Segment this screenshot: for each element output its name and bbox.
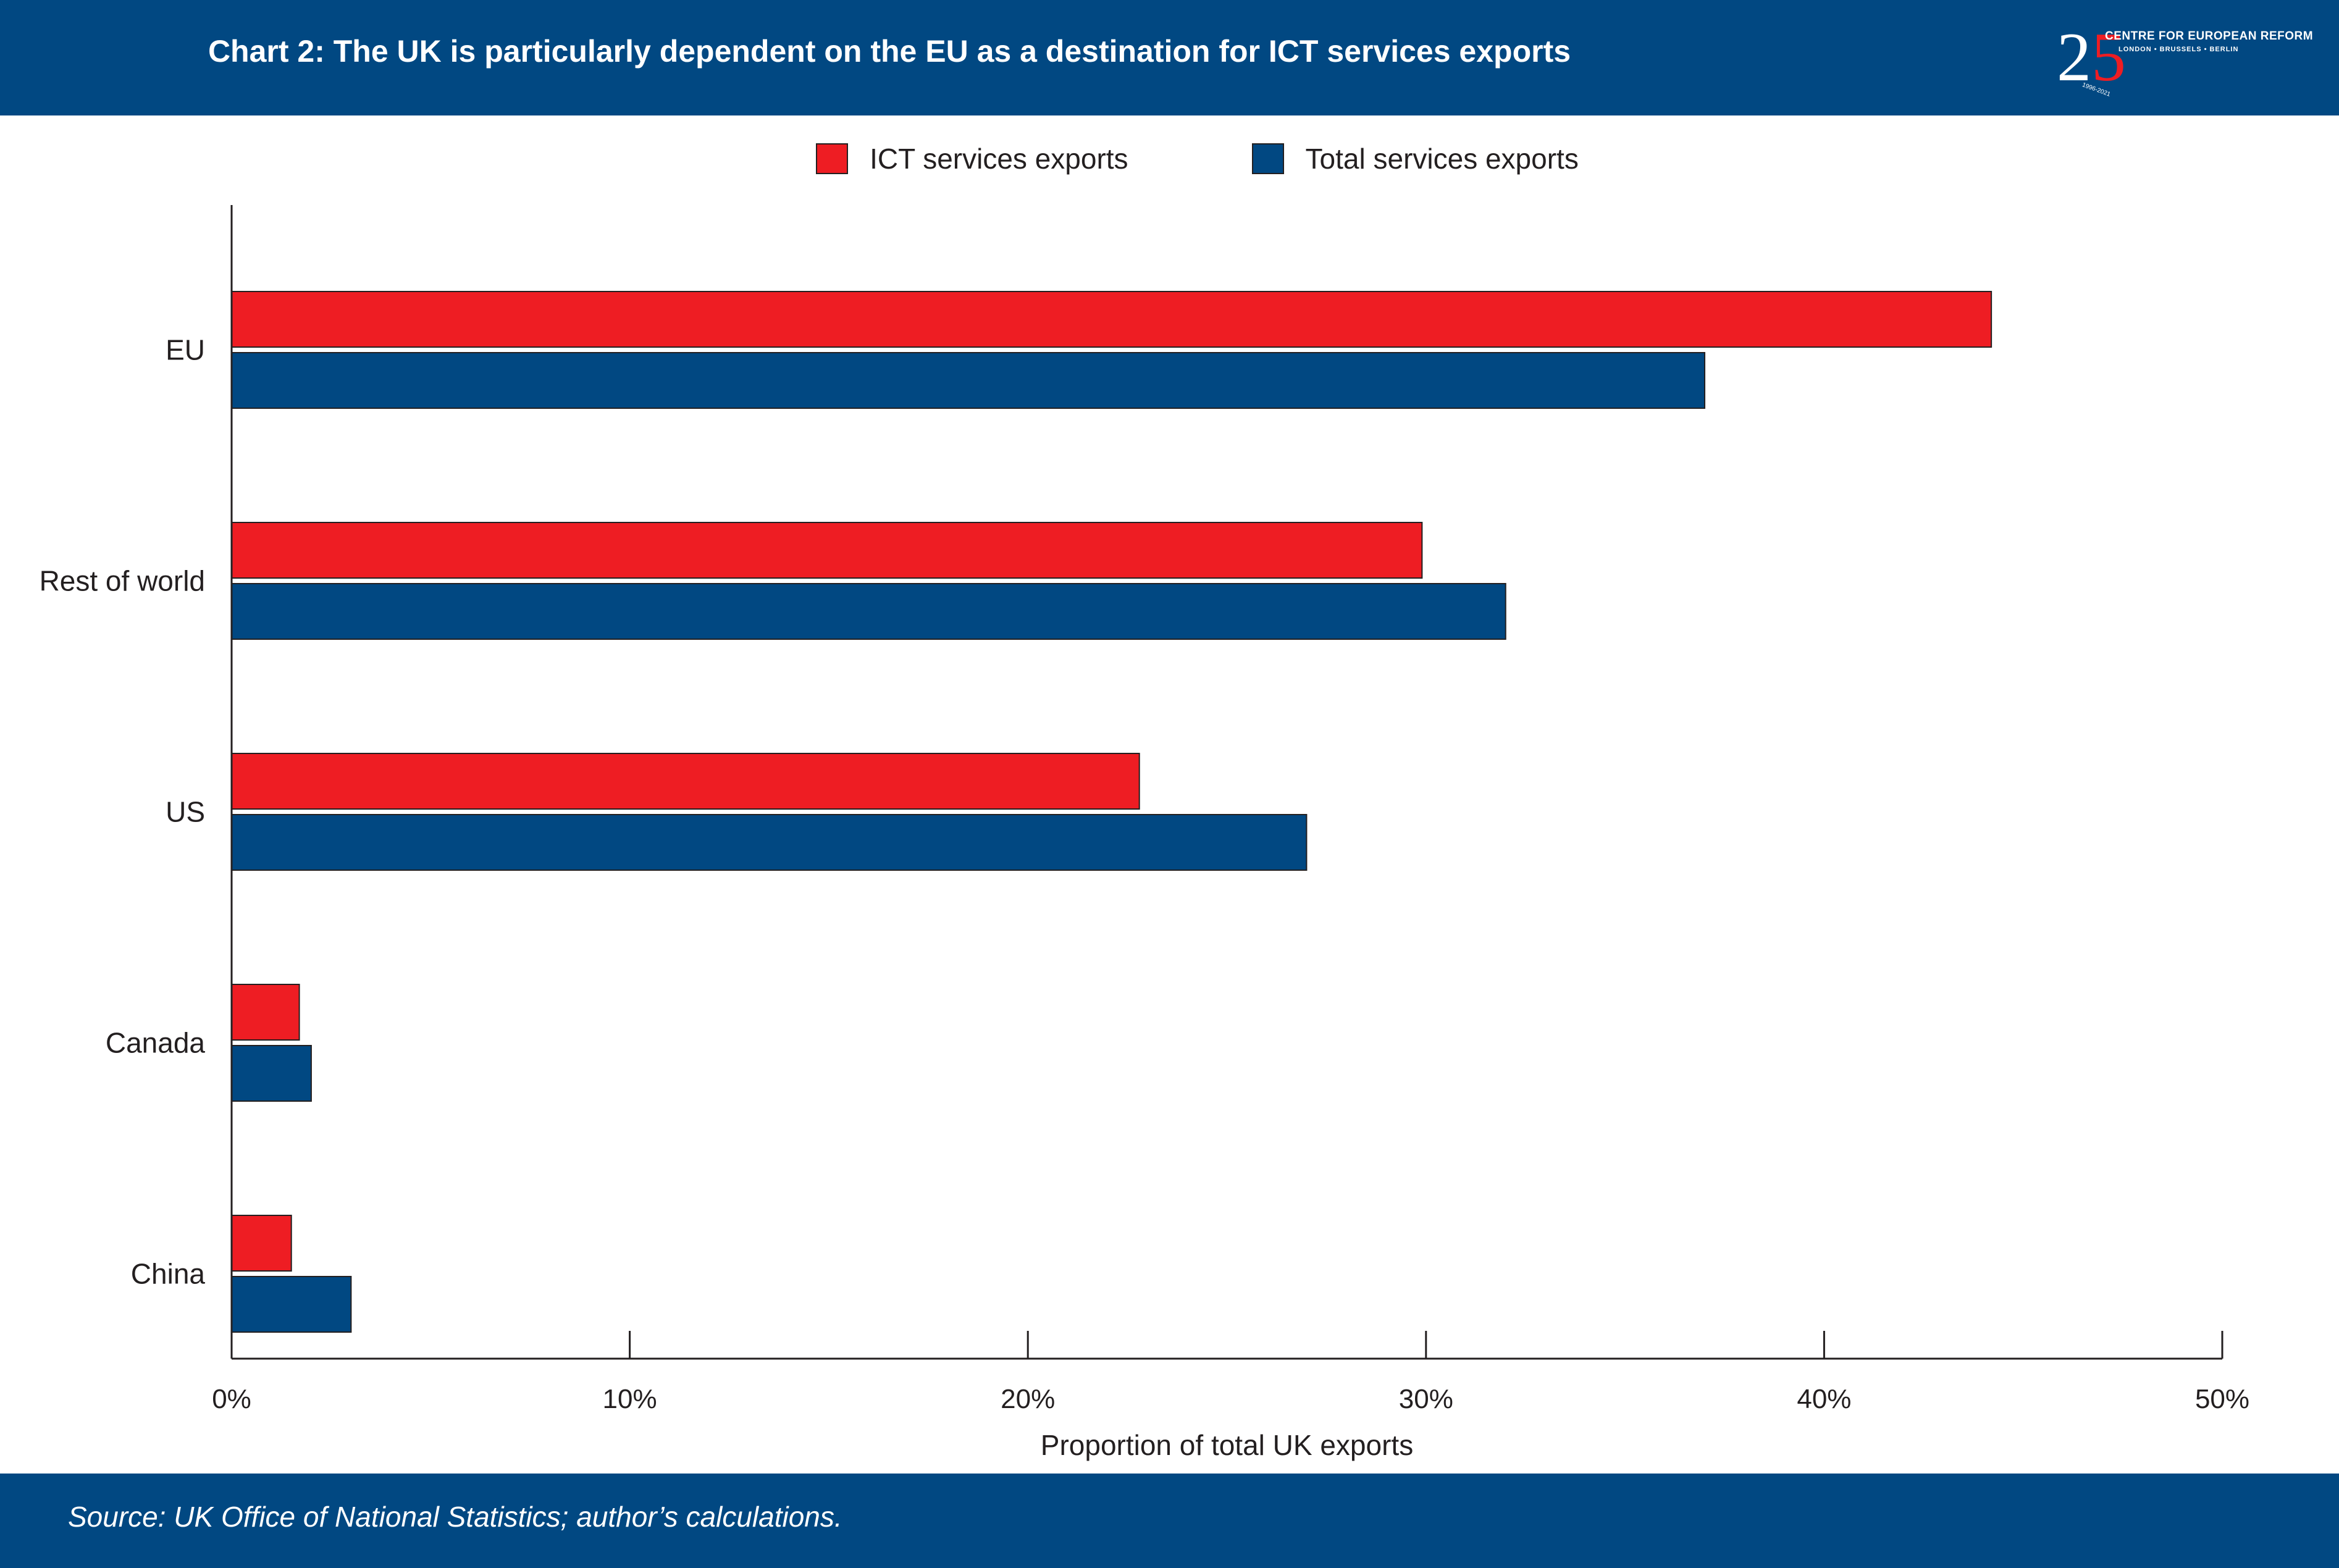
category-label-china: China [131,1258,206,1290]
bar-ict-us [231,753,1140,810]
chart-legend: ICT services exports Total services expo… [0,137,2339,180]
source-note: Source: UK Office of National Statistics… [68,1501,842,1533]
bar-total-china [231,1276,352,1333]
legend-item-ict: ICT services exports [816,142,1128,175]
chart-header: Chart 2: The UK is particularly dependen… [0,0,2339,115]
legend-item-total: Total services exports [1251,142,1579,175]
category-label-eu: EU [166,334,205,366]
bar-ict-eu [231,291,1993,348]
x-axis-title: Proportion of total UK exports [1041,1429,1413,1461]
logo-number: 25 [2057,19,2126,96]
x-tick-label: 30% [1399,1384,1453,1414]
chart-title: Chart 2: The UK is particularly dependen… [208,34,1571,69]
cer-logo: 25 CENTRE FOR EUROPEAN REFORM LONDON • B… [2051,17,2313,104]
bar-total-eu [231,352,1706,409]
bar-total-rest-of-world [231,583,1506,640]
x-tick-label: 10% [603,1384,657,1414]
x-tick-label: 40% [1797,1384,1851,1414]
legend-label-total: Total services exports [1305,143,1579,175]
chart-footer: Source: UK Office of National Statistics… [0,1474,2339,1568]
category-label-us: US [166,796,205,828]
legend-swatch-total [1251,143,1284,174]
category-label-canada: Canada [106,1027,206,1059]
bar-ict-rest-of-world [231,522,1423,579]
bar-ict-canada [231,984,300,1041]
bar-total-canada [231,1045,312,1102]
bar-total-us [231,814,1308,871]
x-tick-label: 0% [212,1384,251,1414]
x-tick-label: 50% [2195,1384,2249,1414]
logo-cities: LONDON • BRUSSELS • BERLIN [2119,46,2239,53]
category-label-rest-of-world: Rest of world [40,565,205,597]
x-tick-label: 20% [1001,1384,1055,1414]
bar-ict-china [231,1215,292,1272]
logo-name: CENTRE FOR EUROPEAN REFORM [2105,30,2314,43]
legend-label-ict: ICT services exports [870,143,1128,175]
legend-swatch-ict [816,143,849,174]
